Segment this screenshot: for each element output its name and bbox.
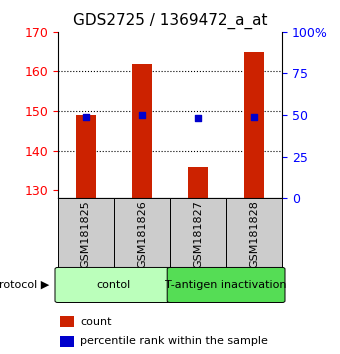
- Bar: [226, 198, 282, 269]
- Bar: [58, 198, 114, 269]
- Point: [83, 114, 88, 120]
- Text: GSM181825: GSM181825: [81, 200, 91, 268]
- FancyBboxPatch shape: [167, 268, 285, 302]
- Text: percentile rank within the sample: percentile rank within the sample: [80, 336, 268, 346]
- Text: count: count: [80, 316, 112, 327]
- Bar: [60, 336, 73, 347]
- Text: protocol ▶: protocol ▶: [0, 280, 49, 290]
- Bar: [132, 64, 152, 198]
- Text: GSM181826: GSM181826: [137, 200, 147, 268]
- Point: [195, 115, 201, 121]
- Bar: [170, 198, 226, 269]
- Text: contol: contol: [97, 280, 131, 290]
- Bar: [60, 316, 73, 327]
- Text: GSM181828: GSM181828: [249, 200, 259, 268]
- Point: [139, 112, 145, 118]
- Text: GSM181827: GSM181827: [193, 200, 203, 268]
- Text: T-antigen inactivation: T-antigen inactivation: [165, 280, 287, 290]
- FancyBboxPatch shape: [55, 268, 173, 302]
- Title: GDS2725 / 1369472_a_at: GDS2725 / 1369472_a_at: [73, 13, 267, 29]
- Bar: [244, 52, 264, 198]
- Bar: [76, 115, 96, 198]
- Point: [252, 114, 257, 120]
- Bar: [188, 166, 208, 198]
- Bar: [114, 198, 170, 269]
